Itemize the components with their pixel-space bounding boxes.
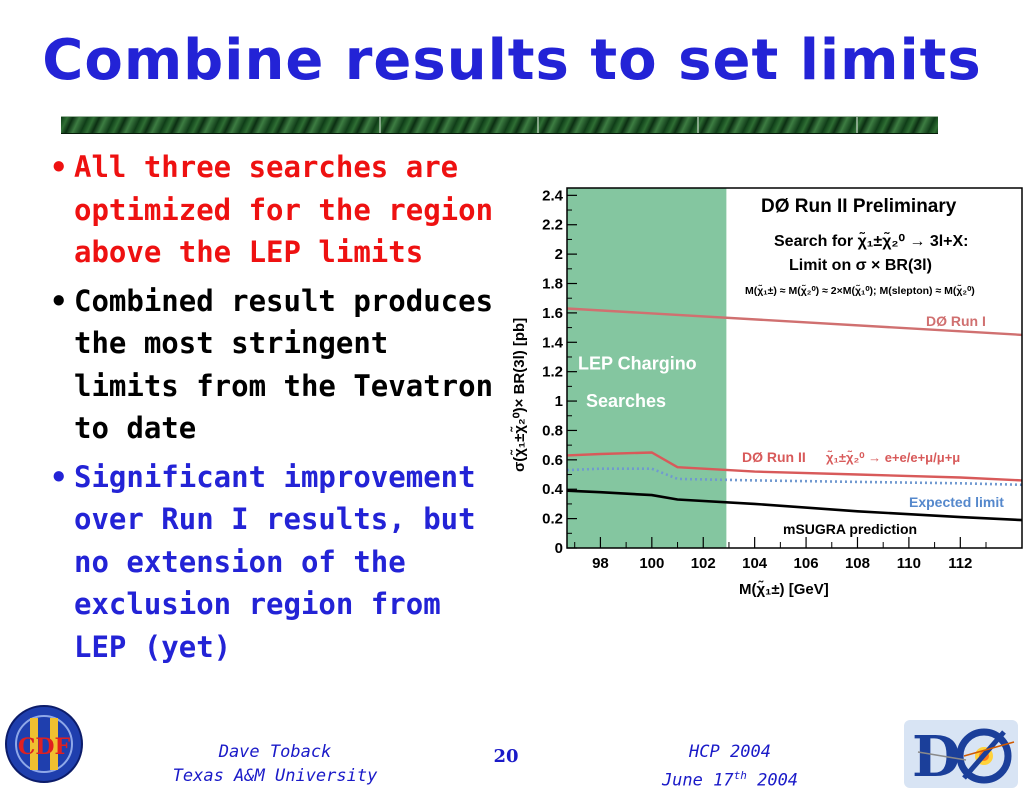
series-line-0: [566, 307, 1023, 337]
author-name: Dave Toback: [218, 742, 332, 762]
d0-logo-icon: D: [904, 720, 1018, 788]
conference-date: June 17th 2004: [640, 764, 820, 793]
chart-subtitle-1: Search for χ̃₁±χ̃₂⁰ → 3l+X:: [774, 230, 969, 250]
x-tick-label: 112: [948, 555, 972, 572]
x-tick-label: 102: [691, 555, 716, 572]
bullet-list: All three searches are optimized for the…: [50, 146, 500, 674]
footer-author: Dave Toback Texas A&M University: [160, 740, 390, 788]
x-tick-label: 100: [639, 555, 664, 572]
y-tick-label: 1.4: [542, 334, 564, 351]
title-divider: [61, 116, 938, 134]
y-tick-label: 1.2: [542, 364, 563, 381]
x-tick-label: 98: [592, 555, 609, 572]
x-tick-label: 104: [742, 555, 768, 572]
plot-frame: [566, 187, 1023, 549]
x-axis-label: M(χ̃₁±) [GeV]: [739, 580, 829, 598]
x-tick-label: 108: [845, 555, 870, 572]
y-tick-label: 0.6: [542, 452, 563, 469]
x-tick-label: 106: [794, 555, 819, 572]
series-label-expected: Expected limit: [909, 494, 1004, 510]
page-number: 20: [493, 746, 519, 767]
lep-region-label-1: LEP Chargino: [578, 354, 697, 374]
series-label-run2: DØ Run II: [742, 449, 806, 465]
series-line-1: [566, 451, 1023, 482]
bullet-3: Significant improvement over Run I resul…: [50, 456, 500, 669]
x-tick-label: 110: [897, 555, 921, 572]
limit-chart-svg: LEP Chargino Searches 98 100 102 104 106 108 1…: [510, 187, 1023, 598]
series-layer: [566, 307, 1023, 522]
date-year: 2004: [757, 770, 799, 791]
author-affiliation: Texas A&M University: [172, 766, 378, 786]
series-line-3: [566, 489, 1023, 522]
y-axis-label: σ(χ̃₁±χ̃₂⁰)× BR(3l) [pb]: [510, 318, 528, 472]
slide-title: Combine results to set limits: [42, 28, 982, 93]
svg-text:D: D: [912, 724, 961, 788]
y-tick-label: 2: [555, 246, 563, 263]
lep-region-label-2: Searches: [586, 391, 666, 411]
series-label-msugra: mSUGRA prediction: [783, 521, 917, 537]
chart-title: DØ Run II Preliminary: [761, 196, 957, 217]
date-prefix: June 17: [661, 770, 734, 791]
conference-name: HCP 2004: [689, 742, 771, 762]
chart-subtitle-3: M(χ̃₁±) ≈ M(χ̃₂⁰) ≈ 2×M(χ̃₁⁰); M(slepton…: [745, 284, 975, 297]
y-tick-label: 2.2: [542, 217, 563, 234]
y-tick-label: 0.4: [542, 481, 564, 498]
y-tick-label: 1.6: [542, 305, 563, 322]
limit-chart: LEP Chargino Searches 98 100 102 104 106 108 1…: [506, 182, 1024, 602]
svg-text:CDF: CDF: [18, 734, 71, 760]
cdf-logo-icon: CDF: [5, 705, 83, 783]
series-label-run1: DØ Run I: [926, 313, 986, 329]
y-tick-label: 0: [555, 540, 563, 557]
lep-excluded-region: [567, 188, 727, 548]
y-tick-label: 2.4: [542, 187, 564, 204]
date-suffix: th: [733, 769, 747, 782]
y-tick-label: 0.2: [542, 511, 563, 528]
series-line-2: [566, 467, 1023, 487]
chart-subtitle-2: Limit on σ × BR(3l): [789, 257, 932, 274]
ticks-layer: 98 100 102 104 106 108 110 112 0 0.2 0.4 0.6 0.8 1 1.2…: [542, 187, 987, 572]
series-label-run2-channels: χ̃₁±χ̃₂⁰ → e+e/e+μ/μ+μ: [826, 450, 960, 465]
bullet-1: All three searches are optimized for the…: [50, 146, 500, 274]
footer-conference: HCP 2004 June 17th 2004: [640, 740, 820, 793]
y-tick-label: 0.8: [542, 422, 563, 439]
y-tick-label: 1.8: [542, 276, 563, 293]
bullet-2: Combined result produces the most string…: [50, 280, 500, 450]
y-tick-label: 1: [555, 393, 563, 410]
